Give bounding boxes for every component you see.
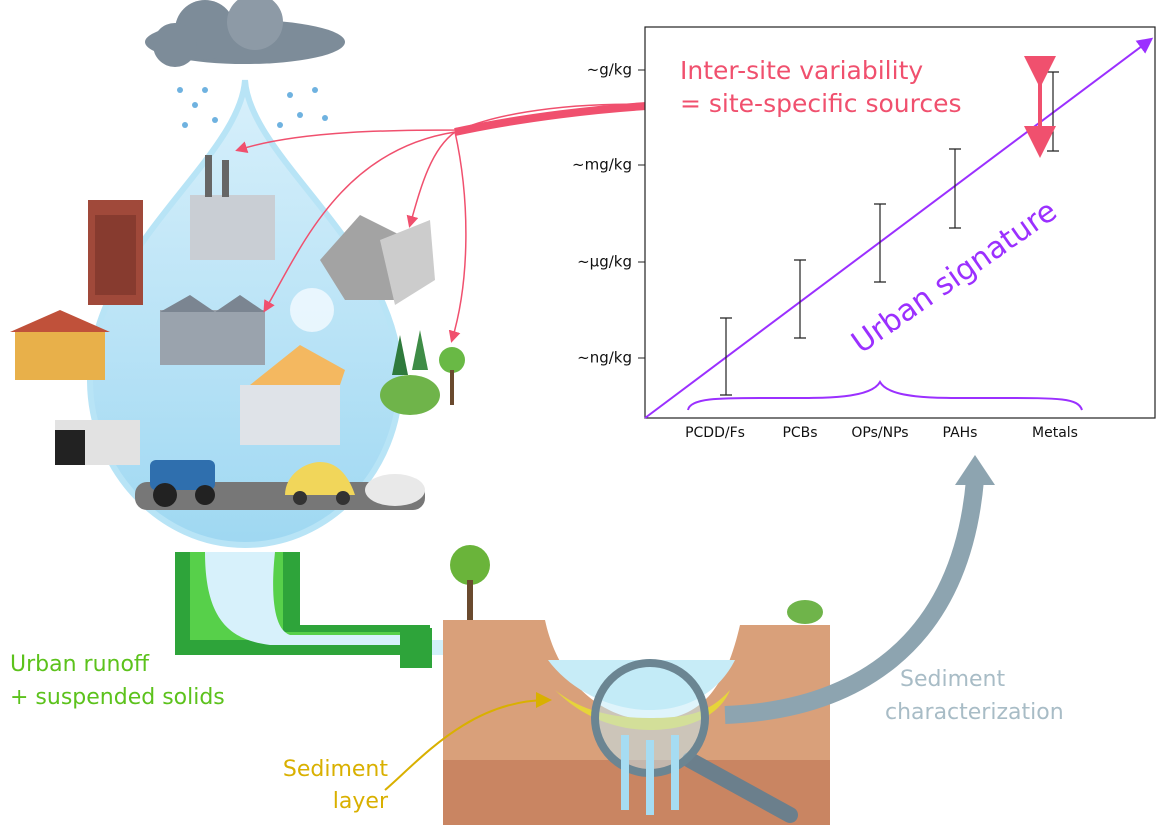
rain: [177, 87, 328, 128]
rain-part: [312, 87, 318, 93]
sources-part: [290, 288, 334, 332]
sources-part: [205, 155, 212, 197]
annotation: Inter-site variability: [680, 56, 923, 85]
rain-part: [287, 92, 293, 98]
source-arrows-part: [454, 101, 666, 136]
sources-part: [392, 335, 408, 375]
magnifier-part: [621, 735, 679, 815]
sources-part: [190, 195, 275, 260]
rain-part: [202, 87, 208, 93]
characterization-arrow: [724, 479, 984, 724]
sources-part: [365, 474, 425, 506]
sources-part: [412, 330, 428, 370]
sources-part: [15, 330, 105, 380]
error-bars-part: [794, 259, 806, 339]
source-arrows: [235, 101, 666, 343]
sources-part: [222, 160, 229, 197]
source-arrows-part: [263, 131, 456, 313]
urban-signature-line: [644, 37, 1154, 419]
x-category-label: PCBs: [782, 425, 817, 441]
rain-part: [192, 102, 198, 108]
sources-part: [160, 310, 265, 365]
magnifier-part: [682, 752, 798, 823]
y-tick-label: ~mg/kg: [572, 156, 632, 174]
arrow-head: [955, 455, 995, 485]
sources-part: [250, 345, 345, 385]
sources-part: [195, 485, 215, 505]
sources-part: [160, 295, 265, 312]
annotation: = site-specific sources: [680, 89, 962, 118]
plot-frame: [644, 26, 1156, 419]
source-arrows-part: [406, 131, 456, 228]
label: characterization: [885, 700, 1064, 725]
sources-part: [285, 462, 355, 495]
rain-part: [297, 112, 303, 118]
brace: [687, 379, 1083, 411]
y-tick-label: ~g/kg: [587, 61, 632, 79]
cloud: [145, 0, 345, 128]
x-category-label: OPs/NPs: [851, 425, 908, 441]
error-bars-part: [720, 317, 732, 396]
y-tick-label: ~µg/kg: [577, 253, 632, 271]
label: Sediment: [283, 757, 388, 782]
cloud-part: [153, 23, 197, 67]
x-category-label: PAHs: [943, 425, 978, 441]
label: + suspended solids: [10, 685, 225, 710]
sources: [10, 155, 465, 510]
chart-part: PCDD/Fs PCBs OPs/NPs PAHs Metals: [685, 425, 1078, 441]
label: Sediment: [900, 667, 1005, 692]
rain-part: [277, 122, 283, 128]
source-arrows-part: [448, 131, 467, 343]
label: Urban runoff: [10, 652, 150, 677]
sources-part: [439, 347, 465, 373]
label: layer: [333, 789, 389, 814]
cloud-part: [227, 0, 283, 50]
sediment-pointer: [384, 692, 552, 791]
rain-part: [182, 122, 188, 128]
sources-part: [153, 483, 177, 507]
basin-part: [467, 580, 473, 620]
basin-part: [450, 545, 490, 585]
error-bars-part: [949, 148, 961, 229]
rain-part: [177, 87, 183, 93]
sources-part: [320, 215, 410, 300]
pipe-part: [400, 628, 432, 668]
magnifier: [591, 659, 798, 823]
chart: ~g/kg ~mg/kg ~µg/kg ~ng/kg PCDD/Fs PCBs OPs/NP…: [572, 26, 1156, 441]
rain-part: [322, 115, 328, 121]
y-tick-label: ~ng/kg: [577, 349, 632, 367]
sources-part: [55, 430, 85, 465]
sources-part: [95, 215, 136, 295]
rain-part: [212, 117, 218, 123]
x-category-label: Metals: [1032, 425, 1078, 441]
sources-part: [150, 460, 215, 490]
chart-part: ~g/kg ~mg/kg ~µg/kg ~ng/kg: [572, 61, 645, 367]
sources-part: [450, 370, 454, 405]
sources-part: [336, 491, 350, 505]
error-bars-part: [874, 203, 886, 283]
pipe-part: [205, 552, 420, 645]
sources-part: [380, 220, 435, 305]
basin-part: [787, 600, 823, 624]
x-category-label: PCDD/Fs: [685, 425, 745, 441]
sources-part: [240, 385, 340, 445]
sources-part: [293, 491, 307, 505]
sources-part: [10, 310, 110, 332]
sources-part: [380, 375, 440, 415]
